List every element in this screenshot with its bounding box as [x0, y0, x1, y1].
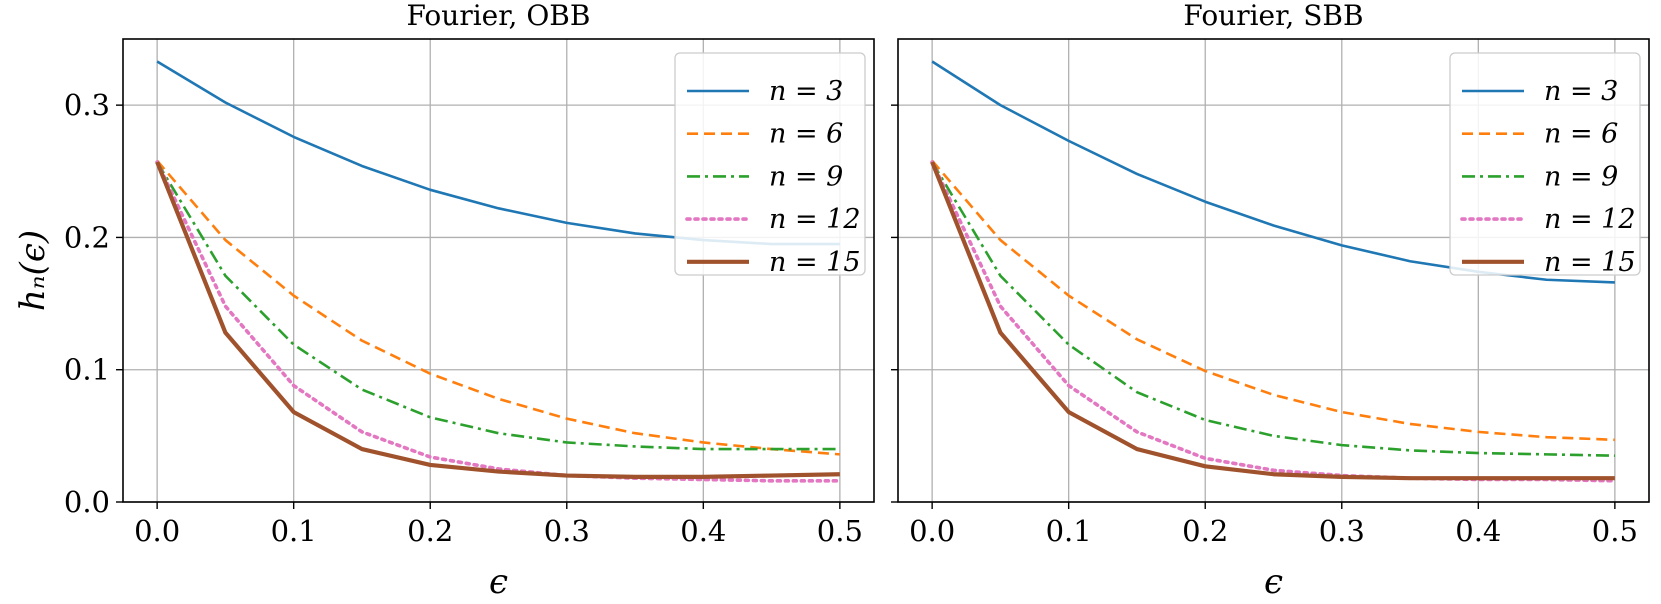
legend-label-n15: n = 15	[1544, 247, 1636, 278]
axes-frame	[897, 38, 1650, 503]
x-tick-label: 0.1	[271, 514, 317, 548]
x-tick-label: 0.0	[134, 514, 180, 548]
legend-label-n9: n = 9	[1544, 161, 1618, 192]
y-tick-label: 0.1	[64, 353, 110, 387]
x-tick-label: 0.4	[680, 514, 726, 548]
chart-title: Fourier, SBB	[1183, 0, 1363, 32]
series-line-n15	[930, 161, 1615, 481]
y-tick-label: 0.3	[64, 88, 110, 122]
series-line-n6	[931, 159, 1615, 442]
series-line-n9	[156, 161, 840, 451]
x-tick-label: 0.1	[1046, 514, 1092, 548]
x-axis-label: ϵ	[1264, 562, 1283, 602]
x-tick-label: 0.5	[817, 514, 863, 548]
legend-label-n3: n = 3	[769, 76, 843, 107]
panel-obb: 0.0 0.1 0.2 0.3 0.4 0.5 0.0 0.1 0.2 0.3 Fourier, O…	[13, 0, 875, 602]
legend-label-n12: n = 12	[1544, 204, 1636, 235]
x-tick-label: 0.3	[544, 514, 590, 548]
axes-frame	[122, 38, 875, 503]
legend-label-n3: n = 3	[1544, 76, 1618, 107]
x-tick-label: 0.3	[1319, 514, 1365, 548]
legend: n = 3 n = 6 n = 9 n = 12 n = 15	[674, 52, 866, 278]
series-group	[155, 60, 842, 483]
legend-label-n15: n = 15	[769, 247, 861, 278]
legend-label-n12: n = 12	[769, 204, 861, 235]
series-line-n12	[930, 160, 1617, 483]
x-tick-label: 0.2	[1182, 514, 1228, 548]
series-line-n12	[155, 160, 842, 483]
legend-label-n9: n = 9	[769, 161, 843, 192]
x-tick-label: 0.0	[909, 514, 955, 548]
y-tick-label: 0.2	[64, 220, 110, 254]
chart-title: Fourier, OBB	[407, 0, 591, 32]
x-axis-label: ϵ	[489, 562, 508, 602]
series-line-n9	[931, 161, 1615, 457]
y-axis-label: hₙ(ϵ)	[13, 230, 53, 311]
x-tick-label: 0.4	[1455, 514, 1501, 548]
y-tick-label: 0.0	[64, 485, 110, 519]
x-tick-label: 0.2	[407, 514, 453, 548]
series-line-n6	[156, 159, 840, 456]
x-tick-label: 0.5	[1592, 514, 1638, 548]
legend-label-n6: n = 6	[769, 119, 843, 150]
legend-label-n6: n = 6	[1544, 119, 1618, 150]
legend: n = 3 n = 6 n = 9 n = 12 n = 15	[1449, 52, 1641, 278]
series-line-n15	[155, 161, 840, 479]
